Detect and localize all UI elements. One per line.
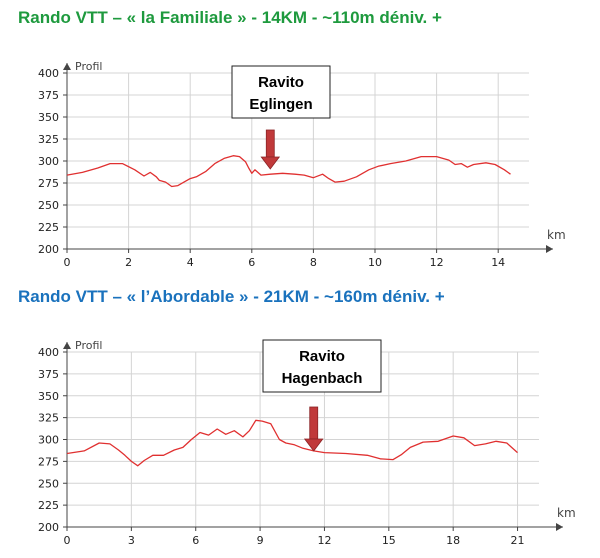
ravito-arrow-head (260, 156, 281, 170)
x-tick-label: 15 (382, 534, 396, 547)
ravito-arrow (260, 129, 281, 170)
ravito-label: Ravito (299, 348, 345, 365)
y-axis-arrow (63, 63, 71, 70)
elevation-line (66, 419, 518, 467)
y-tick-label: 325 (38, 133, 59, 146)
chart-title-familiale: Rando VTT – « la Familiale » - 14KM - ~1… (18, 8, 442, 27)
x-tick-label: 14 (491, 256, 505, 269)
ravito-arrow (303, 406, 324, 452)
chart-title-abordable: Rando VTT – « l’Abordable » - 21KM - ~16… (18, 287, 445, 306)
elevation-chart-familiale: 200 225 250 275 300 325 350 375 400 0 2 4 6 8 10 12 14 Pr… (38, 60, 566, 269)
x-tick-label: 6 (248, 256, 255, 269)
x-tick-label: 12 (317, 534, 331, 547)
y-tick-label: 225 (38, 221, 59, 234)
y-tick-label: 375 (38, 368, 59, 381)
y-tick-label: 350 (38, 390, 59, 403)
ravito-callout-box (231, 65, 331, 119)
x-tick-label: 2 (125, 256, 132, 269)
ravito-label: Ravito (258, 74, 304, 91)
ravito-callout-box (262, 339, 382, 393)
y-tick-label: 200 (38, 243, 59, 256)
y-axis-label: Profil (75, 339, 102, 352)
y-tick-label: 375 (38, 89, 59, 102)
x-tick-label: 18 (446, 534, 460, 547)
x-tick-label: 21 (511, 534, 525, 547)
x-tick-label: 3 (128, 534, 135, 547)
y-tick-label: 300 (38, 155, 59, 168)
elevation-chart-abordable: 200 225 250 275 300 325 350 375 400 0 3 6 9 12 15 18 21 P… (38, 339, 576, 547)
x-tick-label: 6 (192, 534, 199, 547)
x-tick-label: 0 (64, 256, 71, 269)
x-tick-label: 9 (257, 534, 264, 547)
y-tick-label: 225 (38, 499, 59, 512)
x-axis-arrow (556, 523, 563, 531)
x-tick-label: 8 (310, 256, 317, 269)
y-tick-label: 400 (38, 67, 59, 80)
elevation-line (66, 155, 511, 188)
ravito-location-label: Eglingen (249, 96, 312, 113)
y-axis-label: Profil (75, 60, 102, 73)
x-axis-label: km (547, 228, 566, 242)
y-axis-arrow (63, 342, 71, 349)
y-tick-label: 400 (38, 346, 59, 359)
x-tick-label: 0 (64, 534, 71, 547)
x-tick-label: 10 (368, 256, 382, 269)
ravito-location-label: Hagenbach (282, 370, 363, 387)
ravito-arrow-shaft (265, 129, 275, 158)
ravito-arrow-head (303, 438, 324, 452)
y-tick-label: 250 (38, 477, 59, 490)
y-tick-label: 275 (38, 177, 59, 190)
x-tick-label: 4 (187, 256, 194, 269)
x-axis-arrow (546, 245, 553, 253)
y-tick-label: 200 (38, 521, 59, 534)
y-tick-label: 325 (38, 412, 59, 425)
y-tick-label: 250 (38, 199, 59, 212)
y-tick-label: 350 (38, 111, 59, 124)
ravito-arrow-shaft (309, 406, 319, 440)
x-axis-label: km (557, 506, 576, 520)
y-tick-label: 300 (38, 434, 59, 447)
x-tick-label: 12 (430, 256, 444, 269)
y-tick-label: 275 (38, 455, 59, 468)
